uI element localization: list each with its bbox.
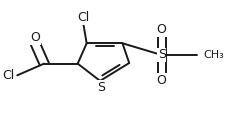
Text: S: S	[157, 49, 165, 61]
Text: Cl: Cl	[77, 11, 89, 24]
Text: Cl: Cl	[3, 69, 15, 82]
Text: O: O	[156, 74, 166, 87]
Text: S: S	[97, 81, 105, 94]
Text: CH₃: CH₃	[202, 50, 223, 60]
Text: O: O	[30, 31, 40, 44]
Text: O: O	[156, 23, 166, 36]
